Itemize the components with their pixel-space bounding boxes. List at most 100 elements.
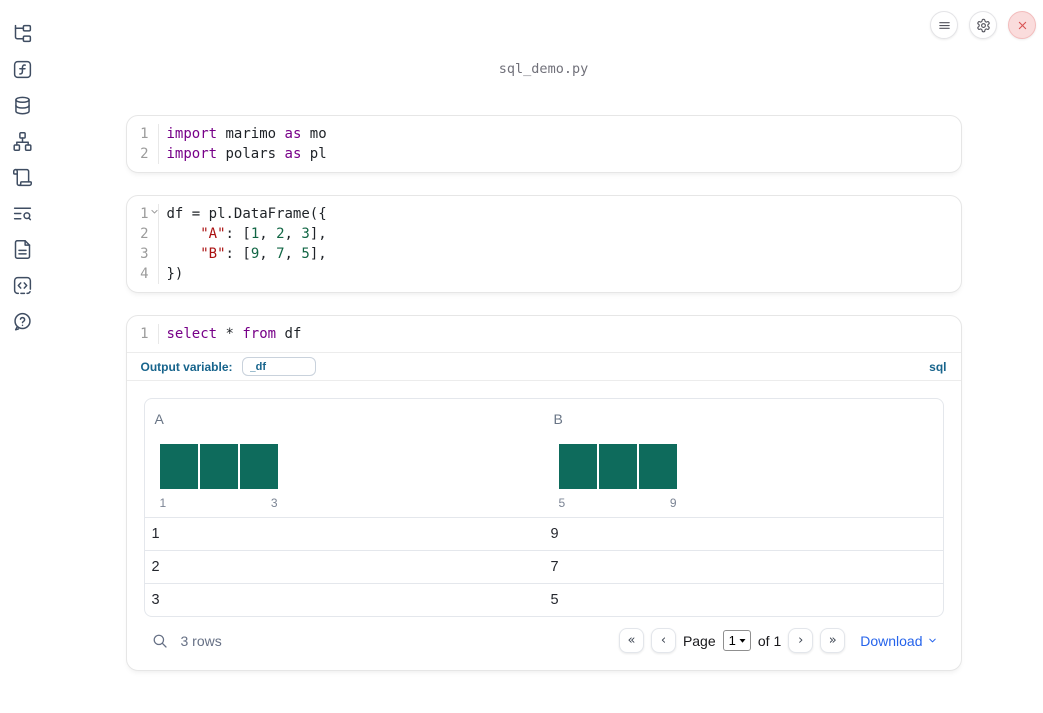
window-controls <box>930 11 1036 39</box>
next-page-button[interactable]: › <box>788 628 814 653</box>
last-page-button[interactable]: » <box>820 628 846 653</box>
output-variable-input[interactable] <box>241 357 316 376</box>
histogram-bar <box>159 444 198 489</box>
download-button[interactable]: Download <box>860 633 937 649</box>
page-select[interactable]: 1 <box>722 630 751 651</box>
histogram-bar <box>239 444 278 489</box>
search-icon[interactable] <box>151 632 169 650</box>
axis-tick-label: 1 <box>159 496 167 510</box>
line-number: 1 <box>127 204 158 224</box>
chevron-down-icon <box>927 635 938 646</box>
sidebar-item-documentation[interactable] <box>8 235 36 263</box>
settings-button[interactable] <box>969 11 997 39</box>
line-number-gutter: 1 <box>127 324 159 344</box>
sidebar-item-data-sources[interactable] <box>8 91 36 119</box>
sidebar-item-logs[interactable] <box>8 199 36 227</box>
histogram-bar <box>598 444 637 489</box>
cell-sql: 1 select * from df Output variable: sql … <box>125 315 962 671</box>
line-number: 2 <box>140 146 149 162</box>
pagination: « ‹ Page 1 of 1 › » Downlo <box>618 628 938 653</box>
table-footer: 3 rows « ‹ Page 1 of 1 › <box>144 617 944 670</box>
sidebar-item-variables[interactable] <box>8 55 36 83</box>
table-cell: 3 <box>151 592 160 608</box>
line-number: 3 <box>140 246 149 262</box>
file-text-icon <box>12 239 33 260</box>
code-line: import polars as pl <box>166 146 327 162</box>
axis-tick-label: 9 <box>669 496 677 510</box>
code-square-icon <box>12 275 33 296</box>
sidebar-item-help[interactable] <box>8 307 36 335</box>
gear-icon <box>976 18 991 33</box>
code-content: import marimo as mo import polars as pl <box>159 124 327 164</box>
helper-panel-sidebar <box>0 0 44 713</box>
close-icon <box>1015 18 1030 33</box>
language-badge: sql <box>929 359 947 374</box>
database-icon <box>12 95 33 116</box>
line-number-gutter: 1 2 3 4 <box>127 204 159 284</box>
line-number: 4 <box>140 266 149 282</box>
download-label: Download <box>860 632 923 649</box>
table-cell: 7 <box>550 559 559 575</box>
previous-page-button[interactable]: ‹ <box>650 628 676 653</box>
scroll-icon <box>12 167 33 188</box>
code-content: select * from df <box>159 324 302 344</box>
code-line: df = pl.DataFrame({ <box>166 206 327 222</box>
shutdown-button[interactable] <box>1008 11 1036 39</box>
axis-tick-label: 3 <box>270 496 278 510</box>
sidebar-item-snippets[interactable] <box>8 271 36 299</box>
sidebar-item-file-explorer[interactable] <box>8 19 36 47</box>
notebook-filename: sql_demo.py <box>498 61 589 77</box>
column-name: A <box>154 411 164 427</box>
column-histogram <box>558 444 933 489</box>
code-content: df = pl.DataFrame({ "A": [1, 2, 3], "B":… <box>159 204 327 284</box>
table-cell: 1 <box>151 526 160 542</box>
histogram-bar <box>199 444 238 489</box>
code-line: select * from df <box>166 326 302 342</box>
table-cell: 5 <box>550 592 559 608</box>
file-tree-icon <box>12 23 33 44</box>
fold-chevron-icon[interactable] <box>150 207 159 216</box>
page-select-value: 1 <box>728 633 736 648</box>
histogram-bar <box>638 444 677 489</box>
code-editor[interactable]: 1 2 3 4 df = pl.DataFrame({ "A": [1, 2, 3],… <box>127 196 961 292</box>
line-number: 1 <box>140 326 149 342</box>
axis-tick-label: 5 <box>558 496 566 510</box>
sql-editor[interactable]: 1 select * from df <box>127 316 961 352</box>
code-line: "A": [1, 2, 3], <box>200 226 327 242</box>
page-of-label: of 1 <box>757 632 782 649</box>
first-page-button[interactable]: « <box>618 628 644 653</box>
menu-button[interactable] <box>930 11 958 39</box>
line-number: 1 <box>140 126 149 142</box>
output-variable-label: Output variable: <box>140 359 233 374</box>
column-histogram <box>159 444 534 489</box>
line-number: 2 <box>140 226 149 242</box>
sidebar-item-scratchpad[interactable] <box>8 163 36 191</box>
sidebar-item-dependencies[interactable] <box>8 127 36 155</box>
code-line: "B": [9, 7, 5], <box>200 246 327 262</box>
table-cell: 9 <box>550 526 559 542</box>
row-count: 3 rows <box>180 632 222 649</box>
caret-down-icon <box>738 636 747 645</box>
page-label: Page <box>682 632 716 649</box>
code-line: import marimo as mo <box>166 126 327 142</box>
histogram-bar <box>558 444 597 489</box>
menu-icon <box>937 18 952 33</box>
sql-cell-meta-row: Output variable: sql <box>126 352 961 380</box>
help-circle-icon <box>12 311 33 332</box>
cell-dataframe: 1 2 3 4 df = pl.DataFrame({ "A": [1, 2, 3],… <box>125 195 962 293</box>
